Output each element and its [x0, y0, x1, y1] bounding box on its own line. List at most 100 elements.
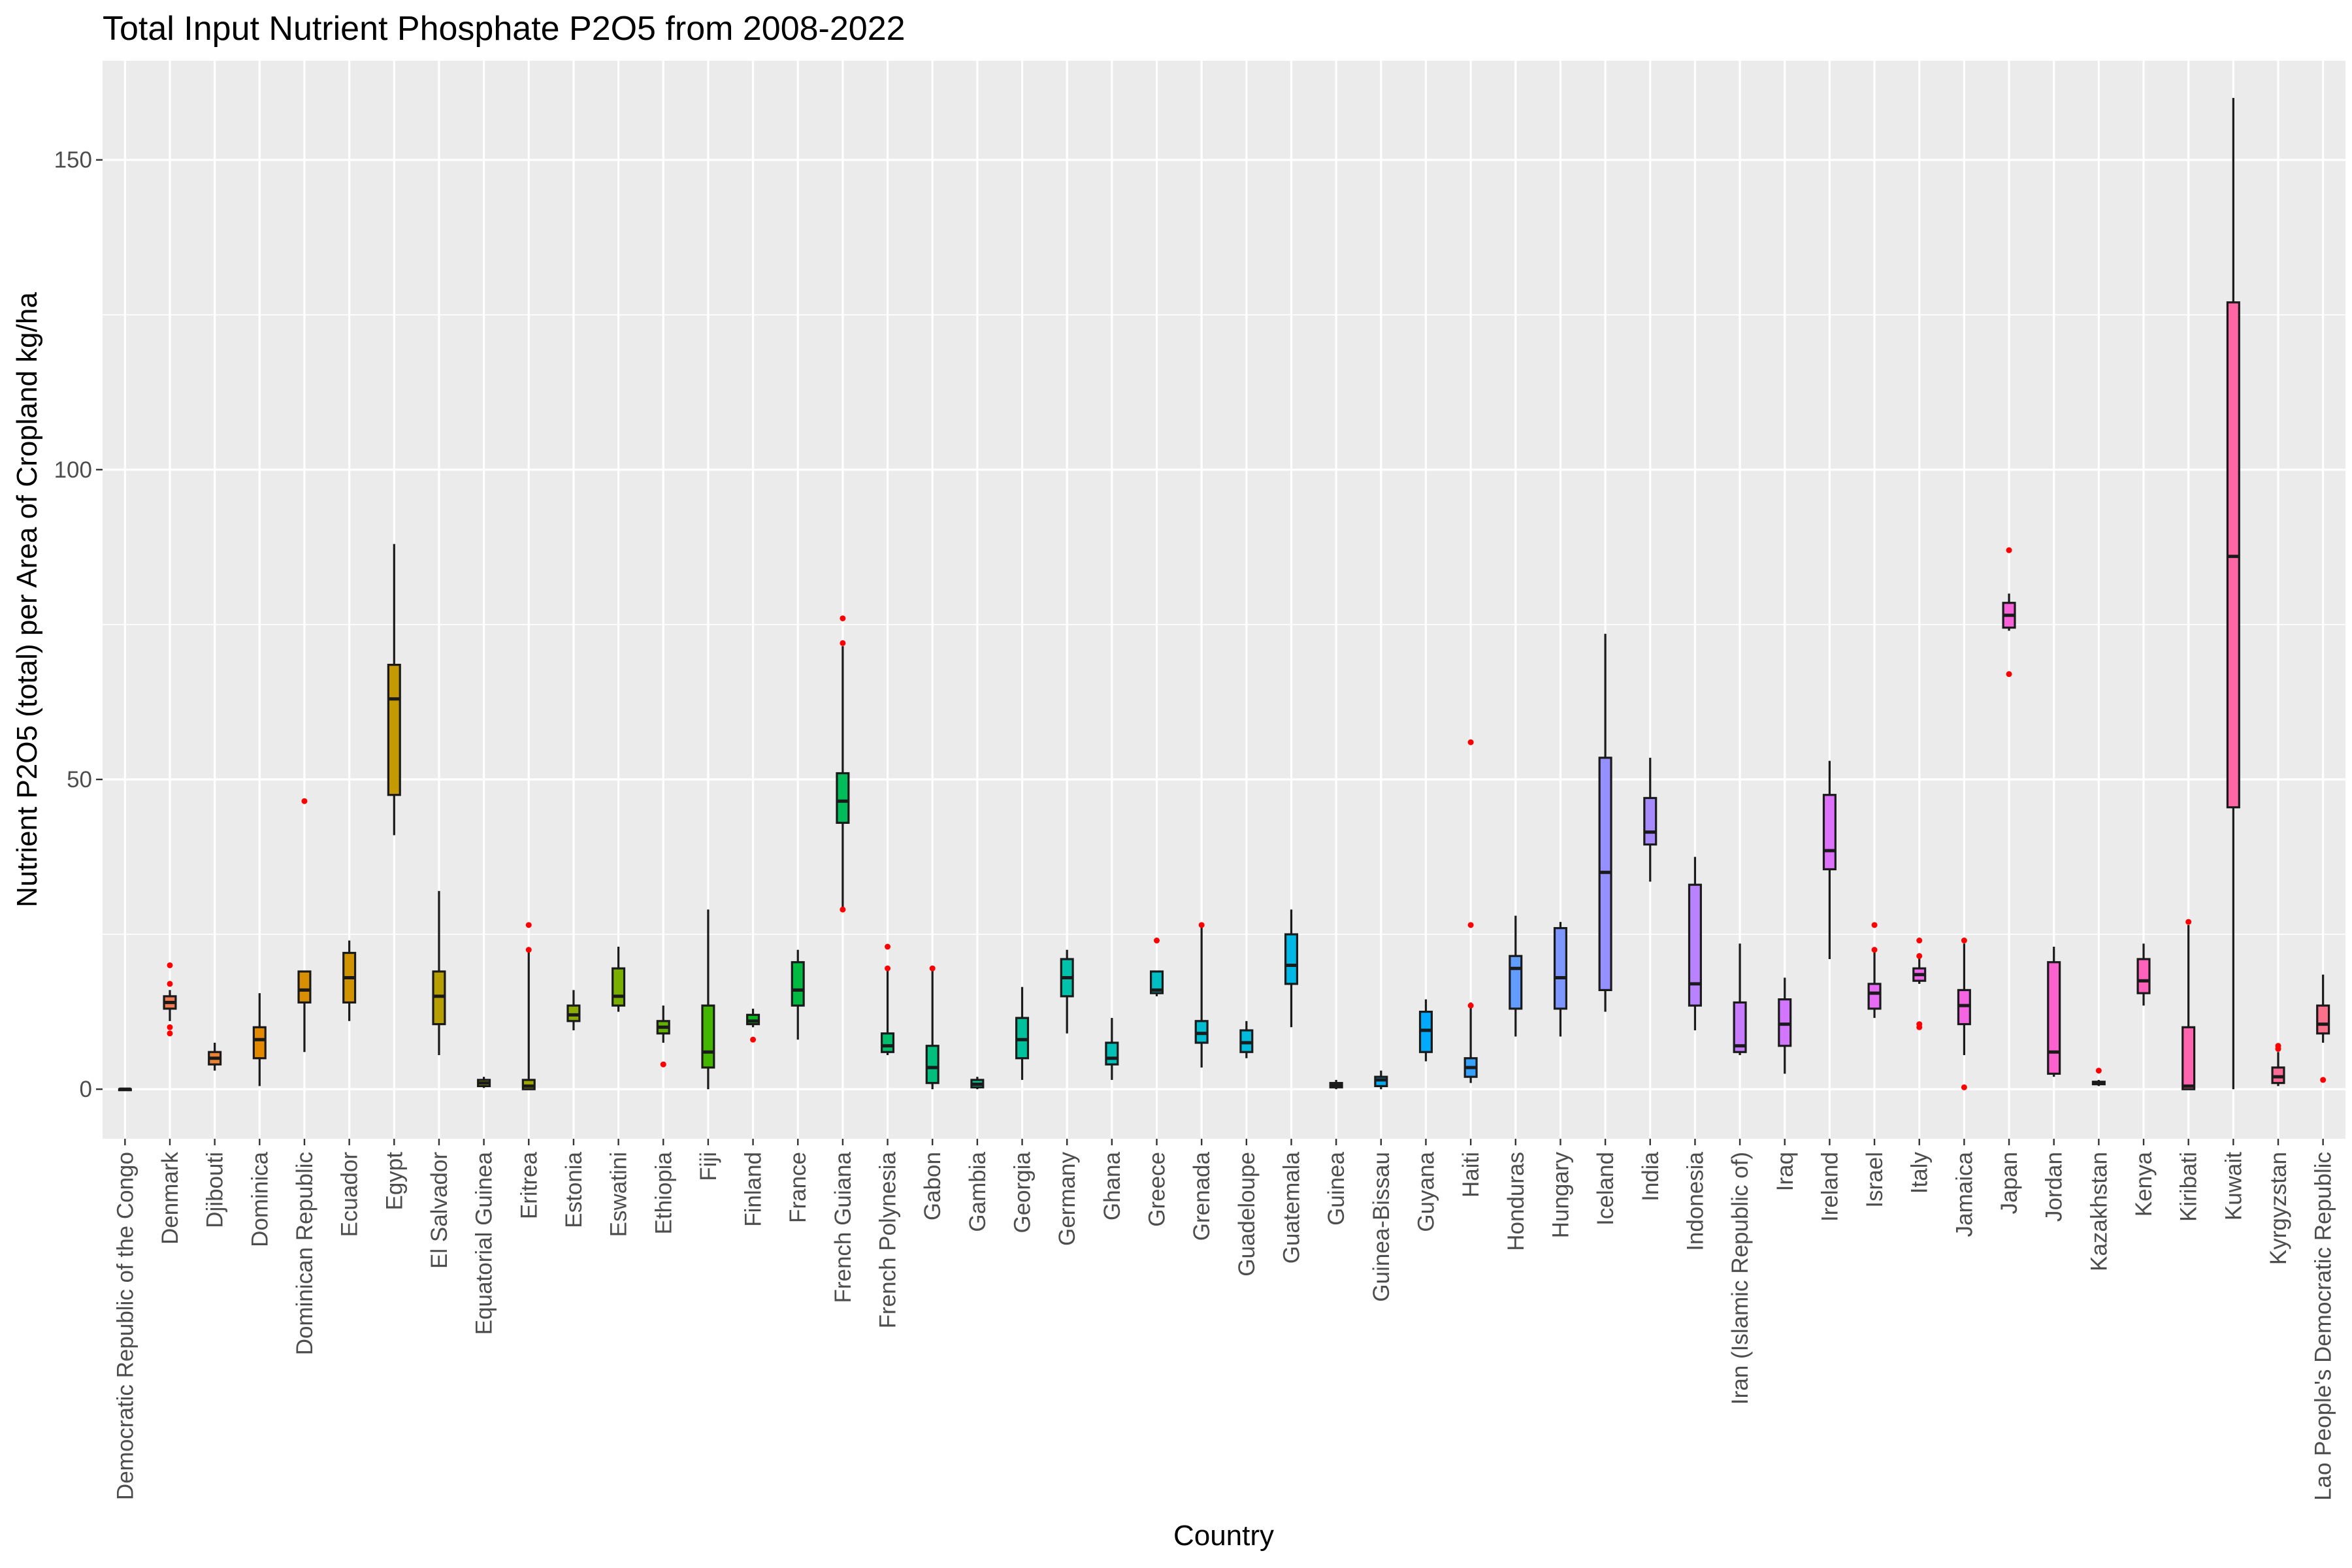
outlier-point [660, 1061, 666, 1068]
box-group [1822, 760, 1837, 959]
box-group [2226, 97, 2240, 1090]
box-group [881, 943, 895, 1055]
x-tick-label: Guatemala [1279, 1151, 1304, 1264]
box-group [2091, 1068, 2106, 1086]
iqr-box [2047, 961, 2061, 1075]
iqr-box [2316, 1004, 2330, 1035]
x-tick-label: Ghana [1100, 1151, 1125, 1220]
x-tick-label: Georgia [1010, 1151, 1036, 1233]
x-tick-label: French Polynesia [875, 1151, 901, 1328]
iqr-box [1553, 926, 1567, 1010]
outlier-point [885, 943, 891, 950]
x-axis: Democratic Republic of the Congo Denmark D… [112, 1139, 2336, 1501]
y-tick-label: 0 [80, 1077, 92, 1102]
iqr-box [925, 1045, 939, 1085]
iqr-box [791, 961, 805, 1007]
outlier-point [1871, 922, 1878, 928]
box-group [432, 890, 446, 1055]
box-group [477, 1077, 491, 1088]
box-group [791, 949, 805, 1040]
outlier-point [1916, 938, 1923, 944]
iqr-box [1105, 1041, 1119, 1066]
box-group [1149, 938, 1164, 996]
x-tick-label: Djibouti [203, 1152, 228, 1228]
box-group [1957, 938, 1971, 1090]
x-tick-label: France [785, 1152, 811, 1223]
outlier-point [1467, 739, 1474, 745]
iqr-box [252, 1026, 267, 1060]
box-group [1643, 757, 1658, 882]
x-tick-label: Dominican Republic [292, 1152, 318, 1355]
x-tick-label: El Salvador [427, 1152, 452, 1269]
box-group [1463, 739, 1478, 1083]
box-group [2181, 919, 2196, 1090]
x-tick-label: Hungary [1548, 1152, 1573, 1239]
y-tick-label: 50 [67, 767, 92, 792]
x-tick-label: Gabon [920, 1152, 945, 1220]
outlier-point [525, 922, 532, 928]
iqr-box [1643, 796, 1658, 846]
box-group [746, 1008, 760, 1043]
box-group [1060, 949, 1074, 1034]
x-tick-label: Estonia [561, 1151, 587, 1228]
iqr-box [1149, 970, 1164, 994]
box-group [612, 947, 626, 1012]
iqr-box [2136, 958, 2151, 994]
iqr-box [836, 772, 850, 824]
x-tick-label: Grenada [1189, 1151, 1215, 1241]
x-tick-label: Eswatini [606, 1152, 632, 1237]
box-group [1688, 857, 1702, 1031]
outlier-point [840, 615, 846, 621]
iqr-box [1822, 794, 1837, 871]
box-group [1867, 922, 1882, 1019]
x-tick-label: Haiti [1458, 1152, 1484, 1198]
x-tick-label: Iraq [1772, 1152, 1798, 1191]
box-group [1778, 977, 1792, 1074]
box-group [2136, 943, 2151, 1006]
x-tick-label: Jordan [2042, 1152, 2067, 1222]
box-group [297, 798, 312, 1053]
box-group [1329, 1079, 1343, 1090]
x-tick-label: Finland [741, 1152, 766, 1227]
box-group [1194, 922, 1209, 1068]
box-group [925, 965, 939, 1090]
x-tick-label: Indonesia [1682, 1151, 1708, 1250]
x-tick-label: Eritrea [516, 1151, 542, 1219]
box-group [118, 1087, 132, 1092]
iqr-box [1509, 955, 1523, 1010]
box-group [342, 940, 357, 1021]
x-tick-label: Iran (Islamic Republic of) [1727, 1152, 1753, 1405]
iqr-box [1688, 883, 1702, 1007]
box-group [1553, 922, 1567, 1037]
y-tick-label: 150 [54, 148, 92, 173]
x-tick-label: Greece [1145, 1152, 1170, 1227]
outlier-point [301, 798, 308, 804]
outlier-point [885, 965, 891, 972]
x-tick-label: Japan [1997, 1152, 2022, 1214]
x-tick-label: Lao People's Democratic Republic [2311, 1152, 2336, 1501]
x-tick-label: Egypt [382, 1152, 407, 1211]
box-group [252, 993, 267, 1086]
x-tick-label: Kiribati [2176, 1152, 2202, 1222]
box-group [1284, 909, 1299, 1028]
box-marks [118, 97, 2330, 1092]
x-tick-label: Honduras [1503, 1152, 1529, 1251]
box-group [970, 1077, 985, 1090]
x-tick-label: Kenya [2131, 1151, 2157, 1217]
y-axis-title: Nutrient P2O5 (total) per Area of Cropla… [11, 292, 43, 907]
outlier-point [2320, 1077, 2327, 1083]
outlier-point [2095, 1068, 2102, 1074]
x-tick-label: Fiji [696, 1152, 721, 1181]
box-group [2047, 947, 2061, 1077]
iqr-box [387, 663, 401, 796]
outlier-point [1467, 922, 1474, 928]
outlier-point [2006, 671, 2012, 678]
x-tick-label: Equatorial Guinea [472, 1151, 497, 1335]
x-tick-label: Italy [1907, 1152, 1933, 1194]
x-tick-label: Guinea [1324, 1151, 1349, 1225]
outlier-point [2185, 919, 2192, 925]
chart-title: Total Input Nutrient Phosphate P2O5 from… [103, 10, 906, 48]
x-tick-label: Dominica [247, 1151, 272, 1247]
outlier-point [2006, 547, 2012, 553]
